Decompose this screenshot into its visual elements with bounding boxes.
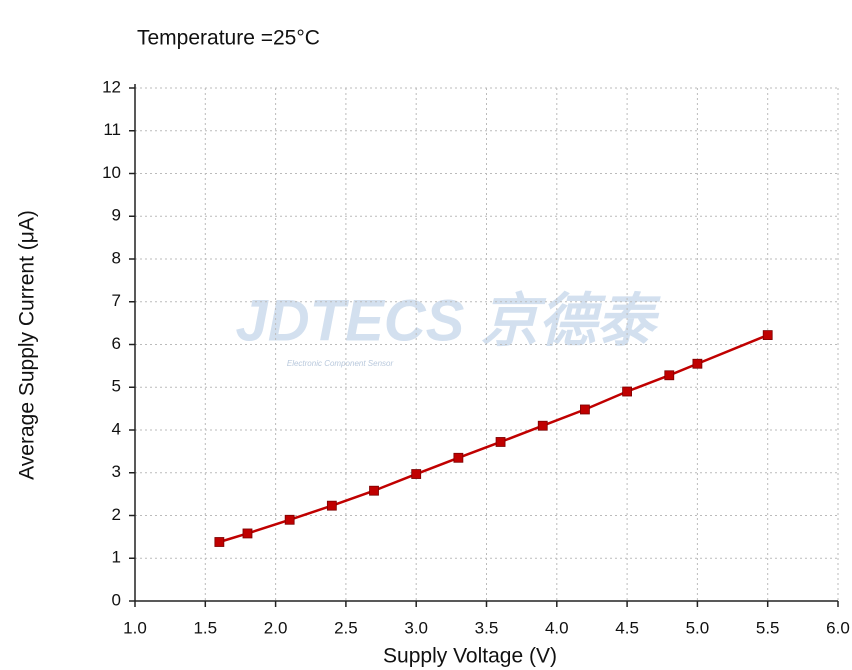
- x-tick-label: 3.5: [475, 618, 499, 637]
- x-tick-label: 1.5: [193, 618, 217, 637]
- x-tick-label: 3.0: [404, 618, 428, 637]
- x-tick-label: 1.0: [123, 618, 147, 637]
- x-tick-label: 4.5: [615, 618, 639, 637]
- y-tick-label: 3: [112, 462, 121, 481]
- y-tick-label: 0: [112, 590, 121, 609]
- data-point: [369, 485, 379, 496]
- data-point: [411, 469, 422, 479]
- data-point: [284, 514, 295, 525]
- y-tick-label: 6: [112, 334, 121, 353]
- watermark: JDTECS 京德泰: [236, 288, 662, 353]
- y-tick-label: 11: [103, 120, 121, 139]
- y-tick-label: 2: [112, 505, 121, 524]
- x-axis-label: Supply Voltage (V): [383, 645, 557, 668]
- series-line: [218, 333, 769, 544]
- x-tick-label: 5.5: [756, 618, 780, 637]
- data-point: [622, 386, 632, 397]
- data-point: [762, 330, 773, 340]
- y-tick-label: 4: [112, 419, 121, 438]
- y-tick-label: 12: [102, 77, 121, 96]
- chart-title: Temperature =25°C: [137, 27, 320, 50]
- data-point: [692, 358, 703, 369]
- x-tick-label: 4.0: [545, 618, 569, 637]
- x-tick-label: 6.0: [826, 618, 850, 637]
- data-point: [326, 500, 337, 511]
- data-point: [580, 404, 590, 415]
- y-tick-label: 10: [102, 163, 121, 182]
- y-tick-label: 1: [112, 548, 121, 567]
- x-tick-label: 2.5: [334, 618, 358, 637]
- y-axis-label: Average Supply Current (μA): [16, 210, 39, 480]
- watermark-sub: Electronic Component Sensor: [287, 359, 394, 368]
- data-point: [664, 370, 675, 381]
- data-point: [537, 420, 548, 431]
- y-tick-label: 9: [112, 206, 121, 225]
- y-tick-label: 7: [112, 291, 121, 310]
- x-tick-label: 2.0: [264, 618, 288, 637]
- data-point: [453, 452, 464, 463]
- data-point: [495, 437, 506, 447]
- y-tick-label: 5: [112, 377, 121, 396]
- data-point: [214, 537, 225, 547]
- y-tick-label: 8: [112, 248, 121, 267]
- data-point: [242, 528, 253, 539]
- x-tick-label: 5.0: [686, 618, 710, 637]
